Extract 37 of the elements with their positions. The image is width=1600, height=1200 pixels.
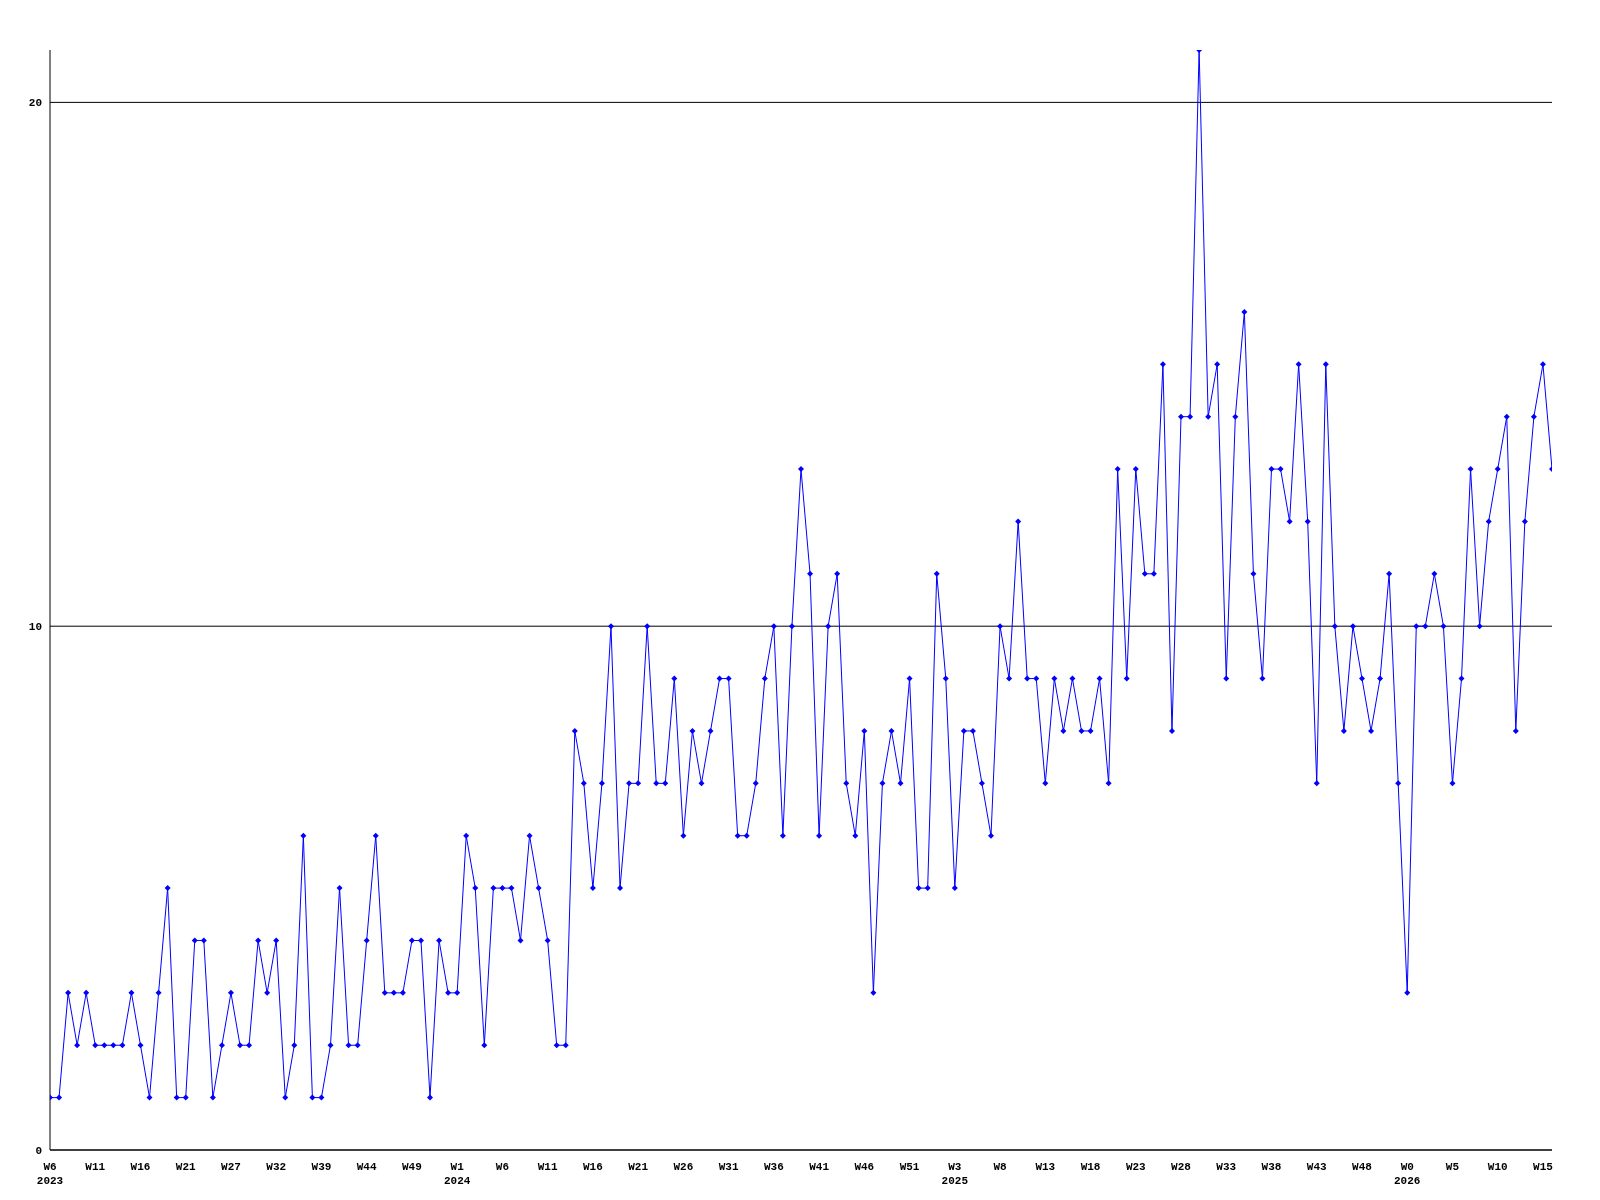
- x-tick-label: W6 2023: [36, 1161, 64, 1187]
- x-tick-label: W11: [85, 1161, 106, 1173]
- y-tick-label: 20: [28, 97, 42, 110]
- x-tick-label: W16: [582, 1161, 603, 1173]
- x-tick-label: W38: [1261, 1161, 1282, 1173]
- x-tick-label: W1 2024: [443, 1161, 471, 1187]
- x-tick-label: W21: [175, 1161, 197, 1173]
- x-tick-label: W18: [1080, 1161, 1101, 1173]
- x-tick-label: W49: [402, 1161, 422, 1173]
- x-tick-label: W16: [130, 1161, 151, 1173]
- x-tick-label: W28: [1171, 1161, 1192, 1173]
- x-tick-label: W6: [495, 1161, 510, 1173]
- x-tick-label: W15: [1533, 1161, 1554, 1173]
- x-tick-label: W27: [221, 1161, 241, 1173]
- x-tick-label: W11: [537, 1161, 558, 1173]
- x-tick-label: W39: [311, 1161, 332, 1173]
- x-tick-label: W3 2025: [941, 1161, 969, 1187]
- x-tick-label: W46: [854, 1161, 875, 1173]
- x-tick-label: W5: [1445, 1161, 1460, 1173]
- x-tick-label: W8: [993, 1161, 1008, 1173]
- x-tick-label: W41: [809, 1161, 830, 1173]
- x-tick-label: W26: [673, 1161, 694, 1173]
- x-tick-label: W48: [1352, 1161, 1373, 1173]
- x-tick-label: W21: [628, 1161, 649, 1173]
- x-tick-label: W23: [1125, 1161, 1147, 1173]
- y-tick-label: 10: [28, 621, 42, 634]
- x-tick-label: W10: [1487, 1161, 1508, 1173]
- y-tick-label: 0: [35, 1144, 42, 1157]
- x-tick-label: W51: [899, 1161, 920, 1173]
- x-tick-label: W31: [718, 1161, 739, 1173]
- x-tick-label: W33: [1216, 1161, 1237, 1173]
- x-tick-label: W0 2026: [1394, 1161, 1421, 1187]
- x-tick-label: W32: [266, 1161, 287, 1173]
- x-tick-label: W43: [1306, 1161, 1328, 1173]
- x-tick-label: W44: [356, 1161, 377, 1173]
- x-tick-label: W36: [763, 1161, 784, 1173]
- x-tick-label: W13: [1035, 1161, 1056, 1173]
